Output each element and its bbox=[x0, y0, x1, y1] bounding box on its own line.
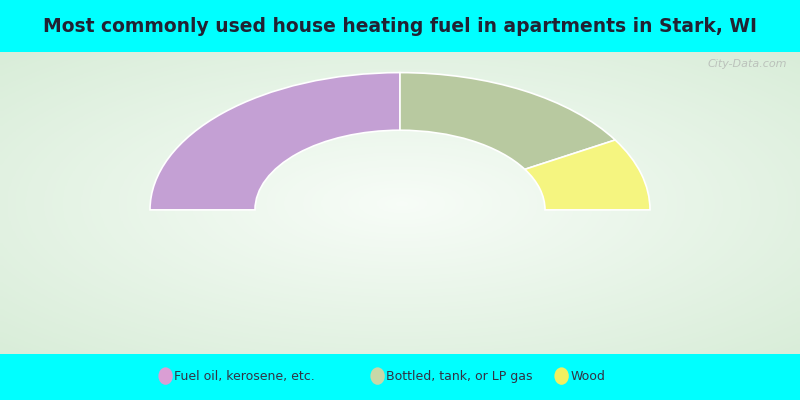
Wedge shape bbox=[525, 140, 650, 210]
Text: City-Data.com: City-Data.com bbox=[708, 59, 787, 69]
Text: Fuel oil, kerosene, etc.: Fuel oil, kerosene, etc. bbox=[174, 370, 315, 382]
Ellipse shape bbox=[158, 367, 173, 385]
Wedge shape bbox=[150, 72, 400, 210]
Text: Wood: Wood bbox=[570, 370, 606, 382]
Text: Bottled, tank, or LP gas: Bottled, tank, or LP gas bbox=[386, 370, 533, 382]
Wedge shape bbox=[400, 72, 615, 169]
Ellipse shape bbox=[370, 367, 385, 385]
Text: Most commonly used house heating fuel in apartments in Stark, WI: Most commonly used house heating fuel in… bbox=[43, 16, 757, 36]
Ellipse shape bbox=[554, 367, 569, 385]
